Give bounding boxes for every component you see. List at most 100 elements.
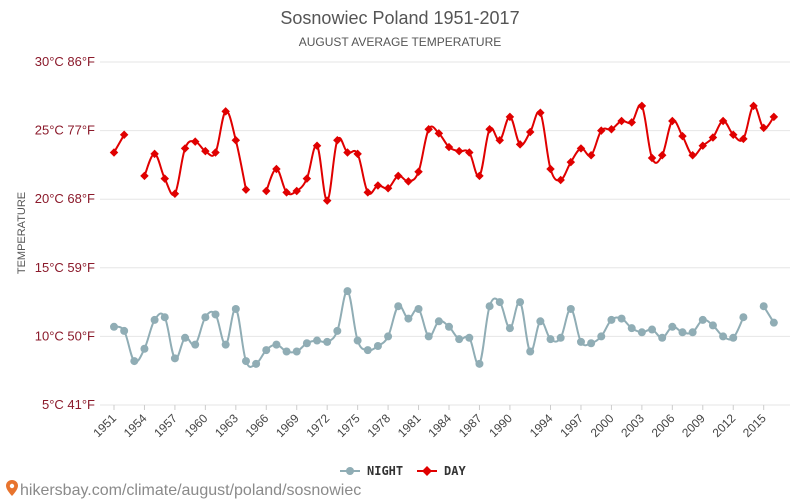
data-point[interactable] bbox=[536, 317, 545, 326]
data-point[interactable] bbox=[505, 324, 514, 333]
data-point[interactable] bbox=[495, 298, 504, 307]
data-point[interactable] bbox=[576, 337, 585, 346]
data-point[interactable] bbox=[211, 148, 220, 157]
data-point[interactable] bbox=[445, 322, 453, 331]
data-point[interactable] bbox=[302, 174, 312, 183]
data-point[interactable] bbox=[526, 347, 535, 356]
data-point[interactable] bbox=[120, 326, 129, 335]
data-point[interactable] bbox=[424, 332, 433, 341]
data-point[interactable] bbox=[647, 153, 657, 163]
data-point[interactable] bbox=[586, 151, 596, 160]
data-point[interactable] bbox=[627, 118, 636, 127]
data-point[interactable] bbox=[170, 189, 180, 198]
data-point[interactable] bbox=[495, 135, 505, 145]
data-point[interactable] bbox=[231, 304, 240, 313]
data-point[interactable] bbox=[160, 313, 169, 322]
data-point[interactable] bbox=[282, 188, 291, 197]
data-point[interactable] bbox=[292, 347, 301, 356]
data-point[interactable] bbox=[333, 326, 342, 335]
data-point[interactable] bbox=[130, 357, 139, 366]
data-point[interactable] bbox=[322, 196, 332, 205]
data-point[interactable] bbox=[312, 141, 322, 150]
data-point[interactable] bbox=[688, 328, 697, 337]
data-point[interactable] bbox=[262, 186, 271, 196]
data-point[interactable] bbox=[353, 336, 362, 345]
data-point[interactable] bbox=[597, 126, 606, 135]
data-point[interactable] bbox=[404, 177, 413, 186]
data-point[interactable] bbox=[109, 148, 119, 157]
data-point[interactable] bbox=[607, 315, 616, 324]
data-point[interactable] bbox=[414, 167, 423, 177]
data-point[interactable] bbox=[150, 149, 159, 159]
data-point[interactable] bbox=[505, 112, 515, 122]
data-point[interactable] bbox=[353, 149, 362, 159]
data-point[interactable] bbox=[658, 333, 667, 342]
data-point[interactable] bbox=[394, 302, 403, 311]
data-point[interactable] bbox=[444, 142, 454, 152]
data-point[interactable] bbox=[191, 340, 200, 349]
data-point[interactable] bbox=[678, 131, 687, 141]
data-point[interactable] bbox=[404, 314, 413, 323]
data-point[interactable] bbox=[363, 346, 372, 355]
data-point[interactable] bbox=[434, 129, 444, 138]
legend-night[interactable]: NIGHT bbox=[340, 464, 403, 478]
data-point[interactable] bbox=[221, 107, 230, 116]
legend-day[interactable]: DAY bbox=[417, 464, 466, 478]
data-point[interactable] bbox=[221, 340, 230, 349]
data-point[interactable] bbox=[546, 335, 555, 344]
data-point[interactable] bbox=[627, 324, 636, 333]
data-point[interactable] bbox=[211, 310, 220, 319]
data-point[interactable] bbox=[485, 302, 494, 311]
data-point[interactable] bbox=[455, 335, 464, 344]
data-point[interactable] bbox=[231, 135, 241, 145]
data-point[interactable] bbox=[637, 328, 646, 337]
data-point[interactable] bbox=[668, 116, 677, 126]
data-point[interactable] bbox=[587, 339, 596, 348]
data-point[interactable] bbox=[546, 164, 555, 174]
data-point[interactable] bbox=[252, 359, 261, 368]
data-point[interactable] bbox=[343, 148, 352, 157]
data-point[interactable] bbox=[190, 137, 200, 146]
data-point[interactable] bbox=[272, 164, 281, 174]
data-point[interactable] bbox=[556, 333, 565, 342]
data-point[interactable] bbox=[373, 181, 383, 190]
data-point[interactable] bbox=[383, 183, 393, 193]
data-point[interactable] bbox=[181, 333, 190, 342]
data-point[interactable] bbox=[668, 322, 677, 331]
data-point[interactable] bbox=[698, 315, 707, 324]
data-point[interactable] bbox=[110, 322, 118, 331]
data-point[interactable] bbox=[769, 318, 778, 327]
data-point[interactable] bbox=[140, 171, 149, 181]
data-point[interactable] bbox=[272, 340, 281, 349]
data-point[interactable] bbox=[201, 146, 210, 156]
data-point[interactable] bbox=[393, 171, 403, 181]
data-point[interactable] bbox=[292, 186, 301, 196]
data-point[interactable] bbox=[617, 314, 626, 323]
data-point[interactable] bbox=[536, 108, 545, 118]
data-point[interactable] bbox=[678, 328, 687, 337]
data-point[interactable] bbox=[241, 357, 250, 366]
data-point[interactable] bbox=[201, 313, 210, 322]
data-point[interactable] bbox=[475, 359, 484, 368]
data-point[interactable] bbox=[323, 337, 332, 346]
data-point[interactable] bbox=[566, 157, 576, 167]
data-point[interactable] bbox=[363, 188, 373, 197]
data-point[interactable] bbox=[343, 287, 352, 296]
data-point[interactable] bbox=[465, 333, 474, 342]
data-point[interactable] bbox=[140, 344, 149, 353]
data-point[interactable] bbox=[414, 304, 423, 313]
data-point[interactable] bbox=[516, 298, 525, 307]
data-point[interactable] bbox=[739, 313, 748, 322]
data-point[interactable] bbox=[465, 148, 474, 157]
data-point[interactable] bbox=[475, 171, 484, 181]
data-point[interactable] bbox=[313, 336, 322, 345]
data-point[interactable] bbox=[373, 342, 382, 351]
data-point[interactable] bbox=[454, 146, 464, 156]
data-point[interactable] bbox=[515, 140, 525, 149]
data-point[interactable] bbox=[384, 332, 393, 341]
data-point[interactable] bbox=[262, 346, 271, 355]
data-point[interactable] bbox=[150, 315, 159, 324]
data-point[interactable] bbox=[434, 317, 443, 326]
data-point[interactable] bbox=[637, 101, 647, 111]
data-point[interactable] bbox=[597, 332, 606, 341]
